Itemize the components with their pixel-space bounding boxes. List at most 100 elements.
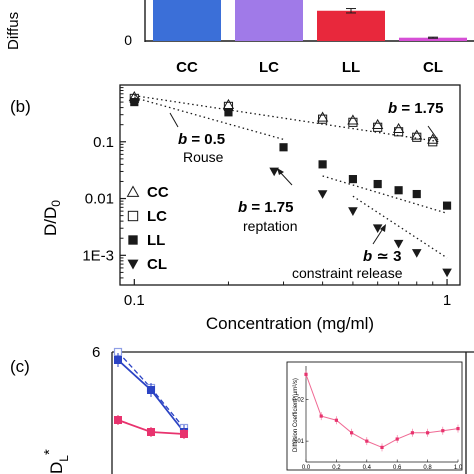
category-label-ll: LL (342, 59, 360, 76)
inset-x-tick-label: 1.0 (454, 465, 463, 471)
point-pink (180, 430, 188, 438)
panel-a-categories: CC LC LL CL (176, 59, 443, 76)
inset-point (426, 431, 430, 435)
point-cc (427, 133, 439, 144)
legend-label-lc: LC (147, 208, 167, 225)
point-pink (114, 416, 122, 424)
inset-point (410, 431, 414, 435)
inset-frame (286, 361, 463, 471)
point-cl (411, 249, 422, 258)
annotation-reptation-b: b = 1.75 (238, 199, 293, 216)
inset-series (304, 370, 460, 452)
point-lc (373, 122, 383, 132)
point-cl (372, 224, 383, 234)
point-ll (130, 98, 139, 107)
panel-c-label: (c) (10, 357, 30, 376)
x-tick-label: 1 (443, 292, 451, 309)
legend-marker-lc (127, 210, 139, 222)
category-label-lc: LC (259, 59, 279, 76)
legend-label-ll: LL (147, 232, 165, 249)
point-cl (348, 207, 358, 216)
panel-c-series (113, 347, 189, 439)
panel-b-ticks: 0.1 1 0.1 0.01 1E-3 (82, 87, 451, 309)
panel-c-ylabel: DL* (41, 449, 71, 474)
bar-cl (399, 37, 467, 41)
inset-y-tick-label: 0.02 (292, 397, 304, 403)
bar-lc (235, 0, 303, 41)
point-cc (372, 118, 384, 130)
inset-point (395, 437, 399, 441)
legend-label-cl: CL (147, 256, 167, 273)
annotation-reptation: b = 1.75 reptation (238, 168, 297, 234)
y-tick-label: 1E-3 (82, 247, 114, 264)
panel-a-ytick-zero: 0 (124, 32, 132, 48)
inset-x-tick-label: 0.4 (363, 465, 372, 471)
panel-b-frame (119, 84, 461, 286)
fit-line (352, 195, 448, 259)
panel-b-ylabel: D/D0 (41, 200, 63, 236)
point-ll (318, 160, 327, 169)
point-ll (348, 175, 357, 184)
legend-marker-cc (126, 185, 140, 197)
annotation-constraint-release: b ≃ 3 constraint release (292, 224, 403, 281)
panel-b: (b) 0.1 1 0.1 0.01 1E-3 D/D0 Concentration (… (10, 84, 461, 333)
annotation-rouse: b = 0.5 Rouse (169, 112, 225, 165)
point-cl (317, 190, 328, 199)
annotation-rouse-b: b = 0.5 (178, 131, 225, 148)
inset-point (380, 445, 384, 449)
panel-c-inset: Diffusion Coefficient (µm²/s) 0.0 0.2 0.4 0… (286, 361, 463, 471)
inset-point (441, 429, 445, 433)
panel-b-legend: CC LC LL CL (126, 184, 169, 273)
inset-ticks: 0.0 0.2 0.4 0.6 0.8 1.0 0.02 0.01 (292, 366, 463, 471)
y-tick-label: 0.1 (93, 134, 114, 151)
panel-b-label: (b) (10, 97, 31, 116)
point-ll (394, 186, 403, 195)
legend-marker-ll (128, 235, 138, 245)
point-ll (442, 201, 452, 210)
annotation-reptation-label: reptation (243, 218, 297, 234)
point-blue-filled (147, 386, 155, 394)
annotation-top-b: b = 1.75 (388, 100, 443, 117)
annotation-top: b = 1.75 (388, 100, 443, 141)
inset-ylabel: Diffusion Coefficient (µm²/s) (293, 378, 299, 452)
inset-point (334, 418, 338, 422)
point-ll (279, 143, 288, 152)
legend-label-cc: CC (147, 184, 169, 201)
point-lc (348, 117, 358, 127)
inset-point (456, 427, 460, 431)
point-cc (316, 111, 329, 122)
inset-x-tick-label: 0.2 (332, 465, 341, 471)
point-lc (318, 114, 328, 124)
inset-point (350, 431, 354, 435)
bar-cc (153, 0, 221, 41)
panel-c: (c) 6 DL* Diffusion Coefficient (µm²/s) … (10, 344, 474, 474)
x-tick-label: 0.1 (124, 292, 145, 309)
panel-b-xlabel: Concentration (mg/ml) (206, 314, 374, 333)
point-lc (428, 137, 438, 147)
legend-marker-cl (127, 259, 139, 270)
panel-a-bars (153, 0, 467, 41)
panel-a: 0 Diffus CC LC LL CL (5, 0, 474, 76)
point-cl (393, 239, 404, 249)
arrowhead-icon (380, 224, 386, 232)
point-pink (147, 428, 155, 436)
fit-line (134, 96, 284, 141)
fit-line (322, 175, 448, 214)
annotation-cr-b: b ≃ 3 (363, 248, 401, 265)
bar-ll (317, 10, 385, 41)
inset-point (319, 414, 323, 418)
point-ll (224, 108, 233, 117)
point-cc (347, 114, 359, 125)
arrowhead-icon (277, 168, 284, 175)
point-cl (442, 268, 452, 278)
annotation-top-pointer (427, 125, 439, 141)
inset-y-tick-label: 0.01 (292, 439, 304, 445)
annotation-rouse-label: Rouse (183, 149, 224, 165)
point-cl (269, 167, 279, 177)
inset-point (365, 439, 369, 443)
point-lc (394, 127, 404, 137)
point-cc (411, 129, 423, 140)
y-tick-label: 0.01 (85, 191, 114, 208)
point-lc (412, 132, 422, 142)
